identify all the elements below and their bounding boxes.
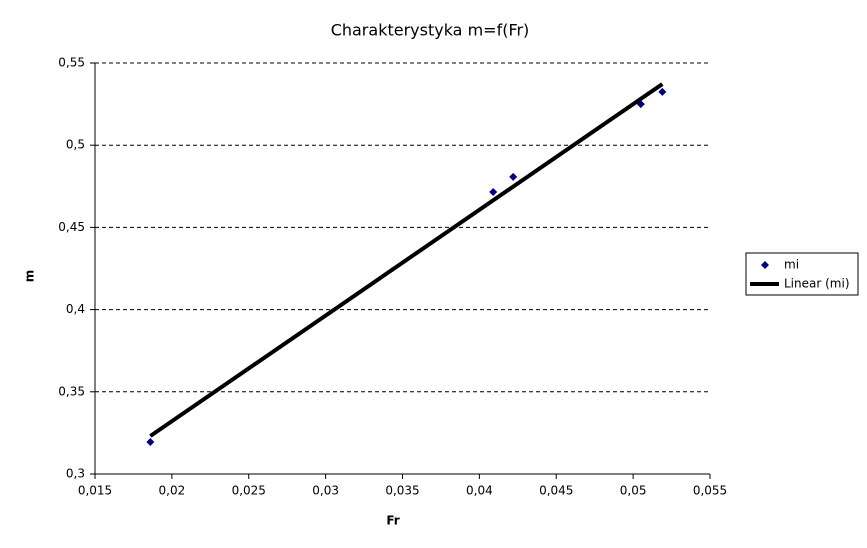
x-tick-label: 0,05 [620, 484, 647, 498]
legend-label: mi [784, 258, 799, 272]
legend-label: Linear (mi) [784, 277, 850, 291]
y-tick-label: 0,35 [58, 384, 85, 398]
x-tick-label: 0,035 [385, 484, 419, 498]
x-tick-label: 0,025 [232, 484, 266, 498]
x-tick-label: 0,02 [159, 484, 186, 498]
point [509, 172, 518, 181]
legend-swatch [761, 261, 769, 269]
chart-title: Charakterystyka m=f(Fr) [331, 21, 530, 40]
legend-box [745, 252, 859, 296]
point [658, 87, 667, 96]
x-tick-label: 0,055 [693, 484, 727, 498]
y-axis-label: m [23, 270, 37, 283]
x-tick-label: 0,015 [78, 484, 112, 498]
point [146, 437, 155, 446]
point [489, 188, 498, 197]
y-tick-label: 0,5 [66, 138, 85, 152]
y-tick-label: 0,55 [58, 56, 85, 70]
x-tick-label: 0,04 [466, 484, 493, 498]
y-tick-label: 0,4 [66, 302, 85, 316]
trend-line [149, 82, 664, 438]
x-tick-label: 0,03 [312, 484, 339, 498]
x-axis-label: Fr [386, 514, 399, 528]
y-tick-label: 0,3 [66, 467, 85, 481]
x-tick-label: 0,045 [539, 484, 573, 498]
y-tick-label: 0,45 [58, 220, 85, 234]
